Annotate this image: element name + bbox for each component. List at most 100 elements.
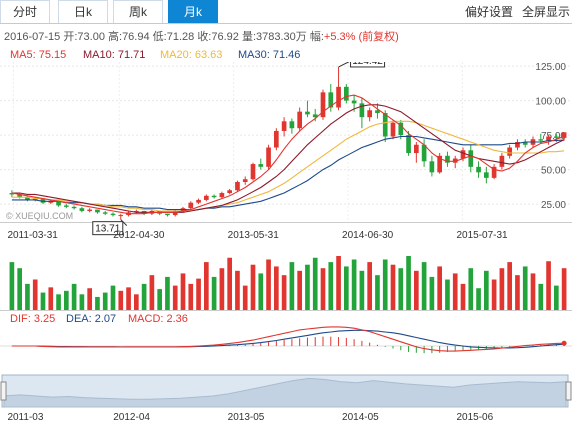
volume-bar — [305, 264, 310, 310]
candle-body — [134, 210, 139, 213]
volume-bar — [554, 285, 559, 310]
volume-bar — [126, 287, 131, 310]
candle-body — [250, 164, 256, 180]
volume-bar — [134, 294, 139, 310]
candle-body — [476, 166, 481, 173]
volume-bar — [141, 283, 147, 310]
candle-body — [445, 155, 450, 163]
volume-bar — [157, 289, 162, 310]
candle-body — [328, 92, 334, 108]
price-chart[interactable]: 125.00100.0075.0050.0025.00124.4213.7120… — [0, 62, 572, 244]
volume-bar — [351, 259, 357, 310]
volume-bar — [546, 261, 551, 310]
tab-daily[interactable]: 日k — [58, 0, 108, 23]
volume-bar — [328, 262, 334, 310]
price-y-tick: 75.00 — [541, 131, 566, 142]
volume-bar — [491, 279, 497, 310]
volume-bar — [258, 273, 264, 310]
candle-body — [102, 212, 108, 214]
tab-monthly[interactable]: 月k — [168, 0, 218, 23]
navigator-x-tick: 2015-06 — [456, 412, 493, 423]
tab-weekly[interactable]: 周k — [113, 0, 163, 23]
volume-bar — [211, 276, 217, 310]
range-navigator[interactable]: 2011-03 2012-04 2013-05 2014-05 2015-06 — [0, 374, 572, 423]
preferences-link[interactable]: 偏好设置 — [465, 5, 514, 19]
candle-body — [437, 155, 442, 173]
volume-bar — [507, 262, 512, 310]
candle-body — [79, 208, 85, 211]
volume-bar — [336, 256, 341, 310]
volume-bar — [312, 257, 318, 310]
min-pointer — [120, 219, 128, 227]
candle-body — [274, 130, 279, 148]
volume-bar — [87, 288, 92, 310]
volume-bar — [71, 283, 77, 310]
volume-bar — [437, 266, 442, 310]
candle-body — [71, 206, 77, 209]
volume-bar — [297, 270, 302, 310]
volume-bar — [9, 262, 15, 310]
candle-body — [367, 110, 372, 118]
candle-body — [546, 136, 551, 141]
volume-bar — [242, 285, 248, 310]
volume-chart[interactable] — [0, 240, 572, 312]
candle-body — [491, 166, 497, 178]
period-tab-bar: 分时 日k 周k 月k 偏好设置 全屏显示 — [0, 0, 572, 24]
dea-label: DEA: 2.07 — [66, 313, 117, 325]
volume-bar — [95, 296, 100, 310]
candle-body — [242, 179, 248, 182]
candle-body — [165, 213, 170, 216]
candle-body — [406, 135, 411, 154]
price-x-tick: 2011-03-31 — [7, 230, 58, 241]
adjust-mode[interactable]: (前复权) — [358, 31, 399, 43]
candle-body — [297, 111, 302, 129]
open-label: 开: — [63, 31, 78, 43]
volume-bar — [484, 270, 489, 310]
volume-value: 3783.30万 — [256, 31, 307, 43]
volume-bar — [382, 259, 388, 310]
volume-bar — [281, 275, 287, 310]
candle-body — [87, 209, 92, 211]
quote-info-bar: 2016-07-15 开:73.00 高:76.94 低:71.28 收:76.… — [4, 28, 399, 44]
navigator-x-tick: 2012-04 — [113, 412, 150, 423]
candle-body — [452, 158, 458, 163]
max-pointer — [338, 62, 350, 68]
candle-body — [468, 150, 474, 167]
navigator-area — [3, 377, 567, 408]
candle-body — [538, 139, 544, 141]
volume-bar — [56, 294, 61, 310]
candle-body — [398, 122, 404, 136]
navigator-left-handle — [0, 381, 7, 401]
volume-bar — [359, 270, 365, 310]
candle-body — [359, 103, 365, 118]
volume-bar — [561, 268, 567, 310]
volume-bar — [468, 268, 474, 310]
volume-bar — [476, 288, 481, 310]
close-label: 收: — [197, 31, 212, 43]
volume-bar — [250, 264, 256, 310]
navigator-x-tick: 2013-05 — [228, 412, 265, 423]
candle-body — [281, 121, 287, 131]
candle-body — [522, 142, 528, 145]
ma5-line — [11, 94, 565, 215]
tab-intraday[interactable]: 分时 — [0, 0, 50, 23]
candle-body — [110, 213, 116, 216]
volume-bar — [79, 294, 85, 310]
price-x-tick: 2013-05-31 — [228, 230, 280, 241]
candle-body — [499, 155, 505, 167]
navigator-x-tick: 2014-05 — [342, 412, 379, 423]
dif-label: DIF: 3.25 — [10, 313, 56, 325]
price-chart-background — [0, 62, 572, 223]
volume-label: 量: — [241, 31, 257, 43]
close-value: 76.92 — [211, 31, 239, 43]
candle-body — [196, 199, 201, 203]
candle-body — [258, 164, 264, 167]
candle-body — [390, 122, 396, 137]
ma20-label: MA20: 63.63 — [160, 49, 223, 61]
candle-body — [48, 201, 54, 203]
open-value: 73.00 — [77, 31, 105, 43]
macd-chart[interactable] — [0, 326, 572, 374]
volume-bar — [180, 273, 186, 310]
min-label-box — [92, 221, 124, 236]
fullscreen-link[interactable]: 全屏显示 — [522, 5, 571, 19]
